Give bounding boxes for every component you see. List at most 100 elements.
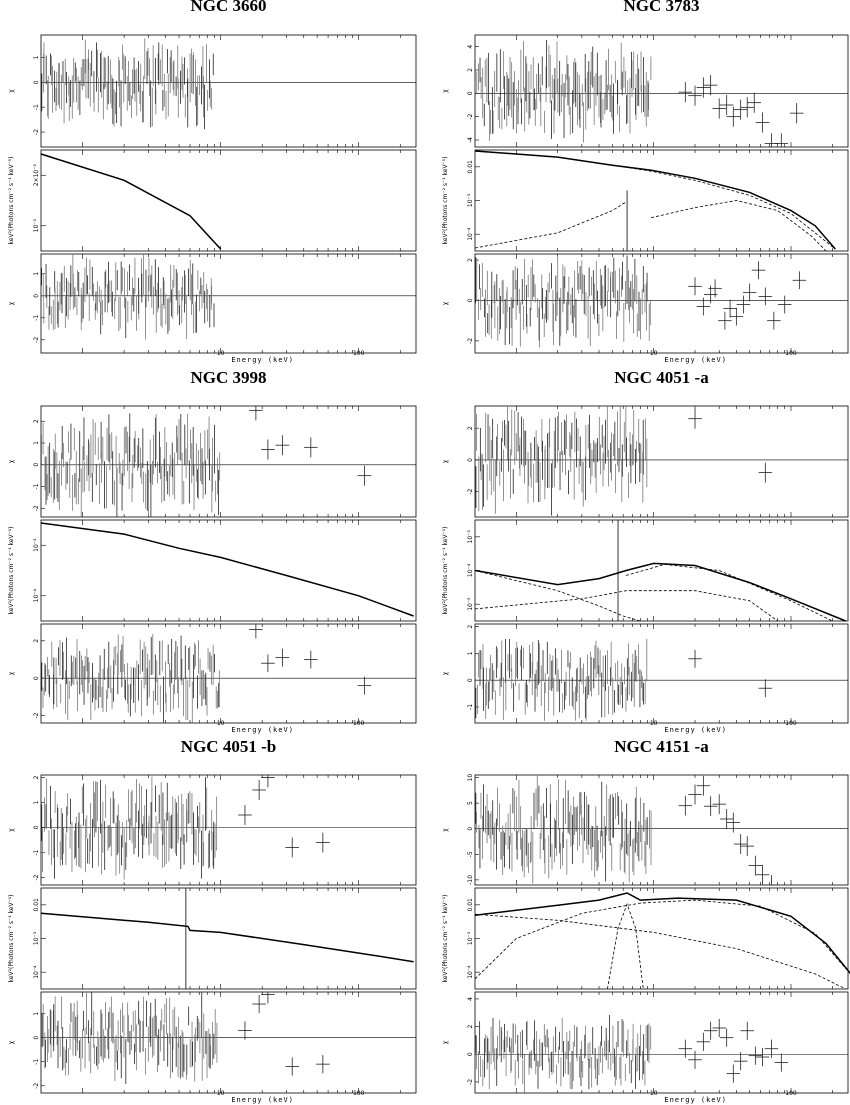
model-component (474, 150, 836, 250)
y-tick-label: 5 (467, 801, 474, 805)
y-tick-label: 2 (467, 625, 474, 629)
y-tick-label: 1 (33, 55, 40, 59)
y-tick-label: -5 (467, 851, 474, 857)
y-tick-label: -2 (467, 338, 474, 344)
x-tick-label: 10 (217, 720, 225, 727)
y-tick-label: 0 (467, 458, 474, 462)
chart-5: NGC 4051 -b210-1-2χ0.0110⁻³10⁻⁴keV²(Phot… (8, 737, 417, 1104)
x-axis-label: Energy (keV) (664, 1096, 727, 1104)
panel-frame (40, 774, 417, 886)
x-tick-label: 100 (353, 1090, 365, 1097)
y-axis-label: χ (442, 89, 449, 93)
panel-frame (40, 149, 417, 252)
y-tick-label: 0 (33, 80, 40, 84)
x-tick-label: 10 (650, 1090, 658, 1097)
y-tick-label: 10⁻³ (467, 193, 474, 207)
y-tick-label: 10⁻⁴ (33, 589, 40, 603)
panel-frame (474, 253, 849, 354)
x-tick-label: 10 (650, 720, 658, 727)
y-tick-label: 10⁻⁴ (467, 563, 474, 577)
y-tick-label: -2 (33, 874, 40, 880)
panel-frame (474, 519, 849, 622)
y-tick-label: 0 (467, 298, 474, 302)
panel-frame (40, 519, 417, 622)
y-tick-label: 0 (467, 827, 474, 831)
y-tick-label: 4 (467, 997, 474, 1001)
y-tick-label: 2 (33, 419, 40, 423)
y-axis-label: keV²(Photons cm⁻² s⁻¹ keV⁻¹) (8, 157, 15, 245)
panel-frame (40, 34, 417, 148)
y-tick-label: 1 (33, 1012, 40, 1016)
model-component (474, 202, 626, 249)
y-tick-label: 0 (33, 1036, 40, 1040)
x-axis-label: Energy (keV) (231, 356, 294, 364)
y-tick-label: 10⁻⁵ (467, 597, 474, 611)
y-tick-label: 2 (467, 68, 474, 72)
panel-frame (40, 623, 417, 724)
x-tick-label: 100 (785, 720, 797, 727)
chart-title: NGC 4051 -b (181, 737, 276, 756)
x-tick-label: 10 (217, 350, 225, 357)
y-axis-label: χ (442, 1040, 449, 1044)
y-axis-label: χ (8, 301, 15, 305)
y-tick-label: -2 (33, 1083, 40, 1089)
y-tick-label: 0.01 (33, 898, 40, 912)
panel-frame (474, 623, 849, 724)
panel-frame (474, 34, 849, 148)
y-tick-label: -2 (33, 505, 40, 511)
y-tick-label: -2 (33, 712, 40, 718)
y-tick-label: -1 (33, 483, 40, 489)
y-tick-label: 4 (467, 45, 474, 49)
y-tick-label: 10⁻³ (33, 538, 40, 552)
chart-title: NGC 3783 (623, 0, 699, 15)
x-tick-label: 100 (353, 720, 365, 727)
model-component (474, 913, 846, 990)
y-tick-label: 0 (33, 825, 40, 829)
x-axis-label: Energy (keV) (231, 726, 294, 734)
y-tick-label: -4 (467, 137, 474, 143)
y-tick-label: 2 (33, 775, 40, 779)
y-axis-label: χ (8, 828, 15, 832)
panel-frame (474, 991, 849, 1094)
y-axis-label: χ (442, 301, 449, 305)
y-axis-label: χ (442, 828, 449, 832)
y-tick-label: 0.01 (467, 160, 474, 174)
y-tick-label: -1 (33, 315, 40, 321)
x-axis-label: Energy (keV) (231, 1096, 294, 1104)
x-tick-label: 100 (353, 350, 365, 357)
y-tick-label: 10⁻⁴ (467, 227, 474, 241)
model-curve (40, 153, 222, 250)
panel-frame (40, 253, 417, 354)
panel-frame (40, 991, 417, 1094)
y-tick-label: 0 (467, 1052, 474, 1056)
y-tick-label: 10⁻³ (33, 219, 40, 233)
model-curve (40, 522, 414, 617)
y-axis-label: χ (8, 1040, 15, 1044)
model-curve (40, 912, 414, 963)
y-tick-label: -1 (33, 104, 40, 110)
y-tick-label: 10⁻³ (467, 931, 474, 945)
y-axis-label: keV²(Photons cm⁻² s⁻¹ keV⁻¹) (442, 895, 449, 983)
y-tick-label: -10 (467, 875, 474, 885)
y-axis-label: keV²(Photons cm⁻² s⁻¹ keV⁻¹) (442, 157, 449, 245)
x-axis-label: Energy (keV) (664, 356, 727, 364)
y-tick-label: 10 (467, 774, 474, 782)
model-component (474, 590, 778, 622)
y-tick-label: -1 (33, 849, 40, 855)
y-tick-label: -1 (33, 1059, 40, 1065)
y-tick-label: 2 (33, 639, 40, 643)
model-component (474, 570, 641, 622)
model-curve (474, 150, 836, 250)
y-tick-label: 1 (467, 651, 474, 655)
y-tick-label: 2×10⁻³ (33, 164, 40, 187)
y-axis-label: χ (442, 671, 449, 675)
chart-title: NGC 4051 -a (614, 368, 709, 387)
y-axis-label: χ (442, 459, 449, 463)
model-component (625, 563, 833, 622)
y-axis-label: χ (8, 459, 15, 463)
y-axis-label: keV²(Photons cm⁻² s⁻¹ keV⁻¹) (8, 527, 15, 615)
y-tick-label: 0 (33, 676, 40, 680)
y-axis-label: χ (8, 671, 15, 675)
